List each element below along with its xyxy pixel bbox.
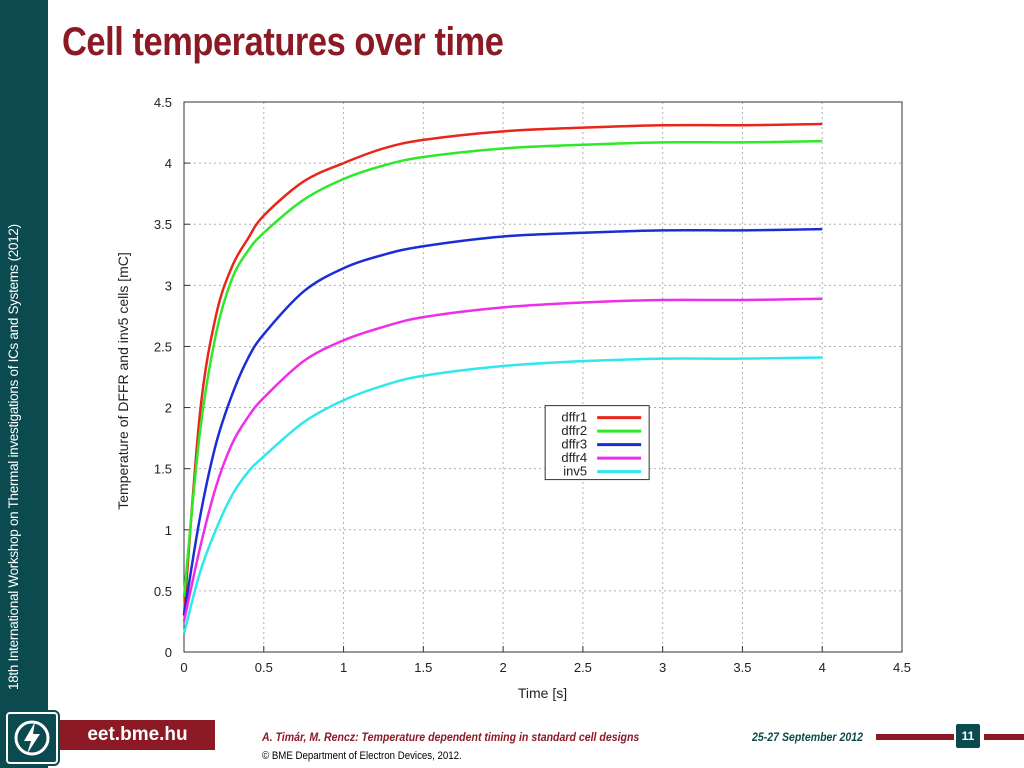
x-tick-label: 4 xyxy=(819,660,826,675)
y-tick-label: 0.5 xyxy=(154,584,172,599)
x-tick-label: 2.5 xyxy=(574,660,592,675)
x-tick-label: 0 xyxy=(180,660,187,675)
footer-divider-end xyxy=(984,734,1024,740)
page-number: 11 xyxy=(956,724,980,748)
slide-title: Cell temperatures over time xyxy=(62,20,504,64)
footer-url-link[interactable]: eet.bme.hu xyxy=(60,720,215,750)
legend-label-inv5: inv5 xyxy=(563,464,587,479)
y-tick-label: 2.5 xyxy=(154,339,172,354)
x-tick-label: 1.5 xyxy=(414,660,432,675)
chart-container: 0 0.5 1 1.5 2 2.5 3 3.5 4 4.5 0 0.5 1 1.5 2 2.5 3 3.5 4 4.5… xyxy=(100,90,930,710)
y-tick-label: 3 xyxy=(165,278,172,293)
y-tick-label: 2 xyxy=(165,401,172,416)
x-axis-label: Time [s] xyxy=(518,685,567,701)
bme-eet-logo-icon xyxy=(6,712,58,764)
legend-label-dffr2: dffr2 xyxy=(561,423,587,438)
series-line-inv5 xyxy=(182,356,823,634)
series-line-dffr3 xyxy=(182,227,823,616)
x-tick-label: 3 xyxy=(659,660,666,675)
plot-frame xyxy=(183,101,903,653)
series-line-dffr2 xyxy=(182,139,823,598)
series-line-dffr1 xyxy=(182,122,823,616)
y-tick-label: 1.5 xyxy=(154,462,172,477)
legend-label-dffr1: dffr1 xyxy=(561,410,587,425)
x-tick-label: 4.5 xyxy=(893,660,911,675)
x-tick-label: 1 xyxy=(340,660,347,675)
footer-date: 25-27 September 2012 xyxy=(752,730,863,744)
x-tick-label: 2 xyxy=(499,660,506,675)
temperature-chart: 0 0.5 1 1.5 2 2.5 3 3.5 4 4.5 0 0.5 1 1.5 2 2.5 3 3.5 4 4.5… xyxy=(115,95,911,701)
y-tick-label: 3.5 xyxy=(154,217,172,232)
y-tick-label: 0 xyxy=(165,645,172,660)
footer-divider xyxy=(876,734,954,740)
y-tick-label: 4.5 xyxy=(154,95,172,110)
footer-copyright: © BME Department of Electron Devices, 20… xyxy=(262,750,462,762)
sidebar-conference-text: 18th International Workshop on Thermal i… xyxy=(6,224,21,690)
legend-label-dffr4: dffr4 xyxy=(561,450,587,465)
footer-authors: A. Timár, M. Rencz: Temperature dependen… xyxy=(262,730,640,744)
series-line-dffr4 xyxy=(182,297,823,622)
x-tick-label: 3.5 xyxy=(733,660,751,675)
legend-label-dffr3: dffr3 xyxy=(561,437,587,452)
x-tick-label: 0.5 xyxy=(255,660,273,675)
y-axis-label: Temperature of DFFR and inv5 cells [mC] xyxy=(115,252,131,510)
sidebar-band: 18th International Workshop on Thermal i… xyxy=(0,0,48,768)
logo-glyph-icon xyxy=(14,720,50,756)
y-tick-label: 1 xyxy=(165,523,172,538)
y-tick-label: 4 xyxy=(165,156,172,171)
